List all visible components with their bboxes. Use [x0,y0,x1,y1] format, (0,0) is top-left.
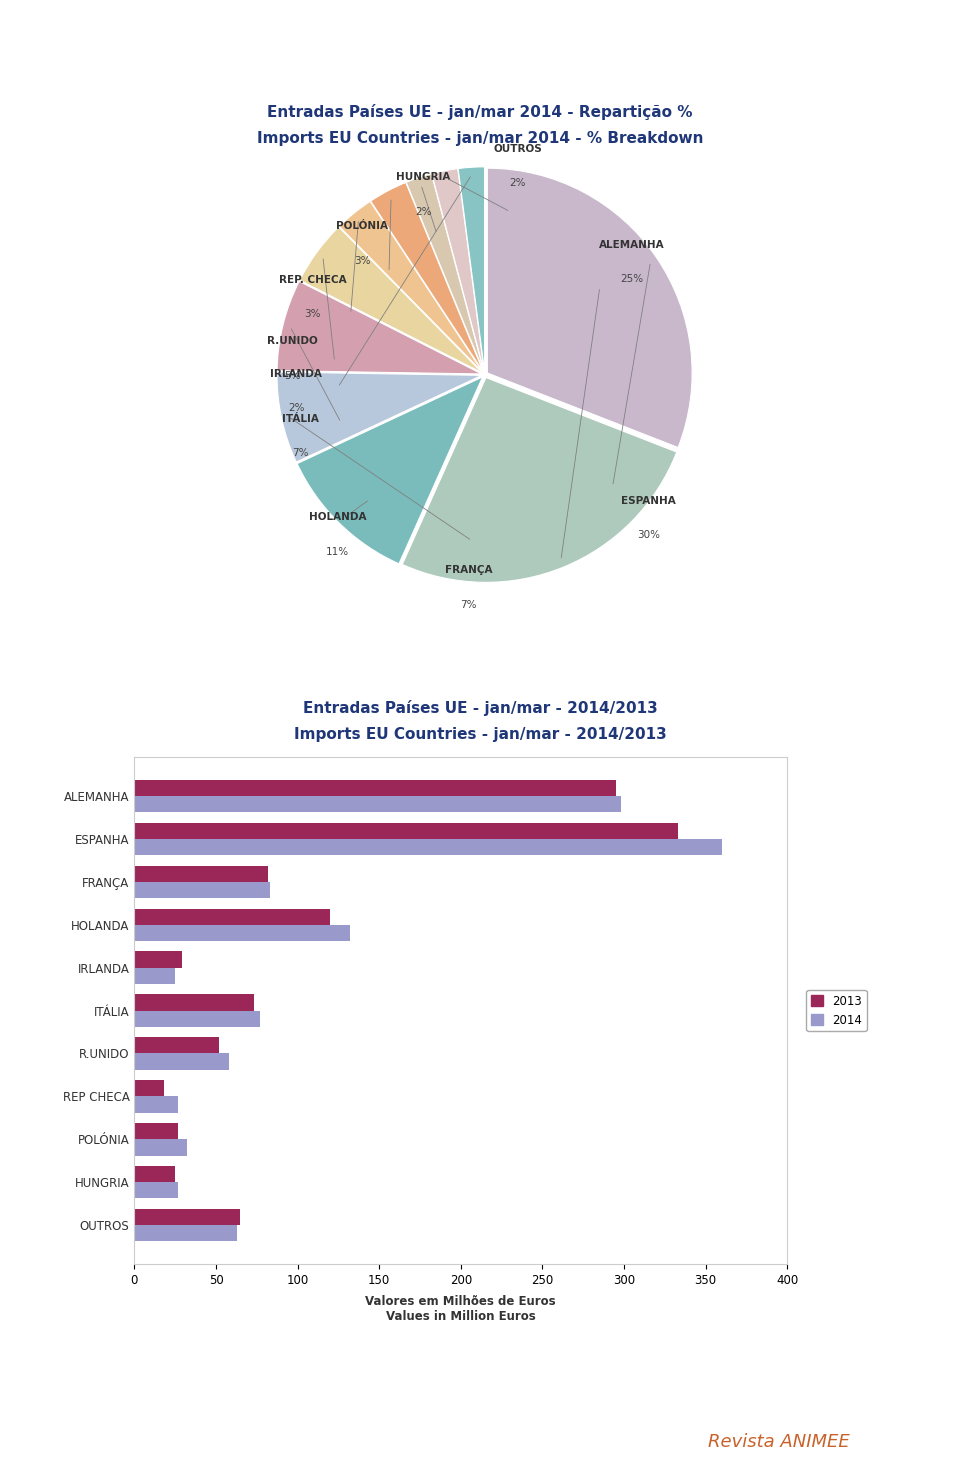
Bar [134,881,270,898]
Text: Entradas Países UE - jan/mar 2014 - Repartição %: Entradas Países UE - jan/mar 2014 - Repa… [267,104,693,120]
Text: 5%: 5% [284,371,300,380]
Text: 3%: 3% [353,255,371,266]
Wedge shape [458,166,485,371]
Text: ALEMANHA: ALEMANHA [599,240,665,249]
Text: Revista ANIMEE: Revista ANIMEE [708,1434,850,1451]
Bar [134,1123,179,1140]
Text: REP. CHECA: REP. CHECA [279,275,347,285]
Text: 7%: 7% [292,448,309,459]
Bar [134,1054,229,1070]
Bar [134,1224,237,1241]
Bar [134,1166,176,1183]
Wedge shape [432,169,484,371]
Bar [134,908,330,925]
Text: 3%: 3% [304,309,321,319]
Text: FRANÇA: FRANÇA [444,565,492,576]
Text: 30%: 30% [637,530,660,540]
Wedge shape [339,202,483,372]
Text: HUNGRIA: HUNGRIA [396,172,450,183]
Wedge shape [297,377,483,564]
Bar [134,994,253,1011]
Bar [134,1011,260,1027]
Wedge shape [488,168,692,448]
Wedge shape [406,174,484,372]
Text: R.UNIDO: R.UNIDO [267,335,318,346]
Wedge shape [371,183,484,372]
Bar [134,781,616,797]
Text: 25%: 25% [621,275,644,285]
Text: ESPANHA: ESPANHA [621,496,676,506]
Text: 2%: 2% [415,206,432,217]
Text: Entradas Países UE - jan/mar - 2014/2013: Entradas Países UE - jan/mar - 2014/2013 [302,700,658,717]
Text: Imports EU Countries - jan/mar 2014 - % Breakdown: Imports EU Countries - jan/mar 2014 - % … [256,131,704,145]
Text: COMÉRCIO EXTERNO: COMÉRCIO EXTERNO [658,22,931,47]
Text: IRLANDA: IRLANDA [271,370,323,378]
Text: HOLANDA: HOLANDA [308,512,366,522]
Bar [134,951,181,968]
Bar [134,1140,186,1156]
Wedge shape [402,377,677,582]
Bar [134,822,678,838]
Bar [134,1183,179,1199]
Text: 2%: 2% [510,178,526,188]
Text: 7%: 7% [460,600,477,610]
Bar [134,1080,164,1097]
Wedge shape [277,372,482,462]
Bar [134,797,621,813]
Wedge shape [277,282,482,374]
Wedge shape [300,227,482,372]
Text: OUTROS: OUTROS [493,144,542,153]
Bar [134,925,349,941]
Text: POLÓNIA: POLÓNIA [336,221,388,232]
Text: 11%: 11% [325,546,348,556]
Text: 2%: 2% [288,404,304,414]
Bar [134,838,722,855]
Text: Imports EU Countries - jan/mar - 2014/2013: Imports EU Countries - jan/mar - 2014/20… [294,727,666,742]
Text: ITÁLIA: ITÁLIA [282,414,319,424]
Bar [134,1037,219,1054]
Bar [134,1097,179,1113]
Bar [134,1208,240,1224]
Legend: 2013, 2014: 2013, 2014 [806,990,867,1031]
Bar [134,968,176,984]
Bar [134,865,268,881]
Text: 13: 13 [897,1438,924,1456]
X-axis label: Valores em Milhões de Euros
Values in Million Euros: Valores em Milhões de Euros Values in Mi… [366,1296,556,1324]
